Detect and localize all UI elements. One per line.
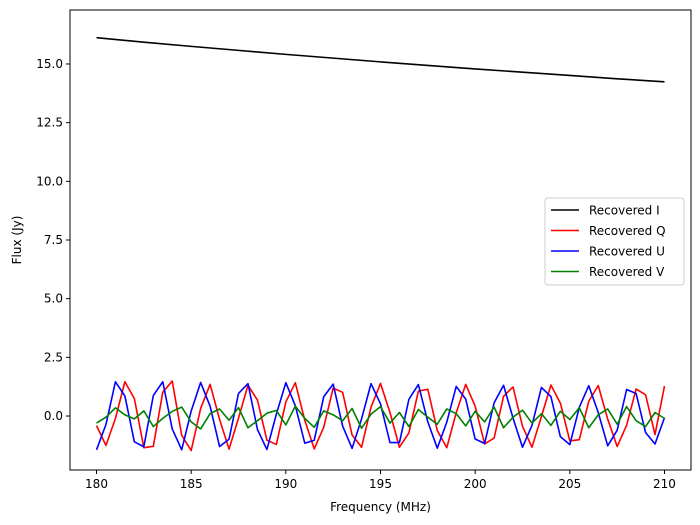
x-tick-label: 185 — [180, 477, 203, 491]
y-tick-label: 12.5 — [36, 116, 63, 130]
legend-label-3: Recovered V — [589, 265, 665, 279]
x-axis-ticks: 180 185 190 195 200 205 210 — [85, 470, 676, 491]
y-tick-label: 0.0 — [44, 409, 63, 423]
y-axis-ticks: 0.0 2.5 5.0 7.5 10.0 12.5 15.0 — [36, 57, 70, 423]
x-tick-label: 190 — [274, 477, 297, 491]
series-line-3 — [96, 405, 665, 430]
series-line-1 — [95, 380, 666, 452]
plot-area — [95, 36, 666, 452]
y-tick-label: 10.0 — [36, 174, 63, 188]
legend-box — [544, 197, 685, 286]
x-tick-label: 205 — [558, 477, 581, 491]
y-tick-label: 5.0 — [44, 292, 63, 306]
legend: Recovered I Recovered Q Recovered U Recover… — [544, 197, 685, 286]
legend-label-2: Recovered U — [589, 245, 665, 259]
x-tick-label: 210 — [653, 477, 676, 491]
y-tick-label: 2.5 — [44, 350, 63, 364]
series-line-2 — [95, 380, 666, 451]
legend-label-1: Recovered Q — [589, 224, 666, 238]
y-tick-label: 15.0 — [36, 57, 63, 71]
series-line-0 — [96, 36, 665, 83]
y-axis-label: Flux (Jy) — [10, 216, 24, 265]
x-axis-label: Frequency (MHz) — [330, 500, 431, 514]
legend-label-0: Recovered I — [589, 204, 660, 218]
x-tick-label: 180 — [85, 477, 108, 491]
y-tick-label: 7.5 — [44, 233, 63, 247]
x-tick-label: 195 — [369, 477, 392, 491]
x-tick-label: 200 — [464, 477, 487, 491]
